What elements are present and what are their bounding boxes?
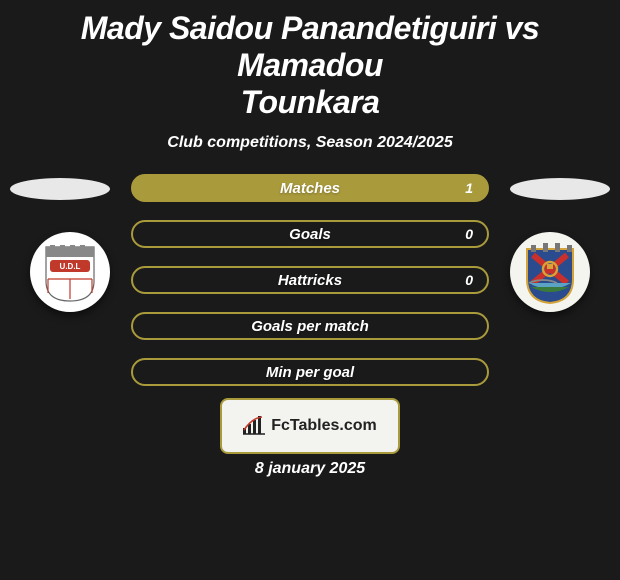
club-crest-left: U.D.L xyxy=(30,232,110,312)
stats-container: Matches 1 Goals 0 Hattricks 0 Goals per … xyxy=(131,174,489,404)
date-label: 8 january 2025 xyxy=(0,460,620,478)
subtitle: Club competitions, Season 2024/2025 xyxy=(0,134,620,152)
title-line-1: Mady Saidou Panandetiguiri vs Mamadou xyxy=(81,10,539,83)
udl-crest-icon: U.D.L xyxy=(30,232,110,312)
stat-label: Hattricks xyxy=(278,272,342,289)
stat-row-goals-per-match: Goals per match xyxy=(131,312,489,340)
fctables-text: FcTables.com xyxy=(271,417,377,435)
stat-label: Matches xyxy=(280,180,340,197)
stat-row-min-per-goal: Min per goal xyxy=(131,358,489,386)
club-crest-right xyxy=(510,232,590,312)
player-indicator-left xyxy=(10,178,110,200)
stat-label: Goals per match xyxy=(251,318,369,335)
gdc-crest-icon xyxy=(510,232,590,312)
stat-right-value: 0 xyxy=(465,226,473,242)
player-indicator-right xyxy=(510,178,610,200)
stat-label: Min per goal xyxy=(266,364,354,381)
stat-row-hattricks: Hattricks 0 xyxy=(131,266,489,294)
stat-label: Goals xyxy=(289,226,331,243)
stat-right-value: 0 xyxy=(465,272,473,288)
title-line-2: Tounkara xyxy=(241,84,380,120)
stat-right-value: 1 xyxy=(465,180,473,196)
fctables-logo[interactable]: FcTables.com xyxy=(220,398,400,454)
svg-text:U.D.L: U.D.L xyxy=(60,262,81,271)
stat-row-matches: Matches 1 xyxy=(131,174,489,202)
bar-chart-icon xyxy=(243,416,265,436)
stat-row-goals: Goals 0 xyxy=(131,220,489,248)
page-title: Mady Saidou Panandetiguiri vs Mamadou To… xyxy=(0,0,620,120)
